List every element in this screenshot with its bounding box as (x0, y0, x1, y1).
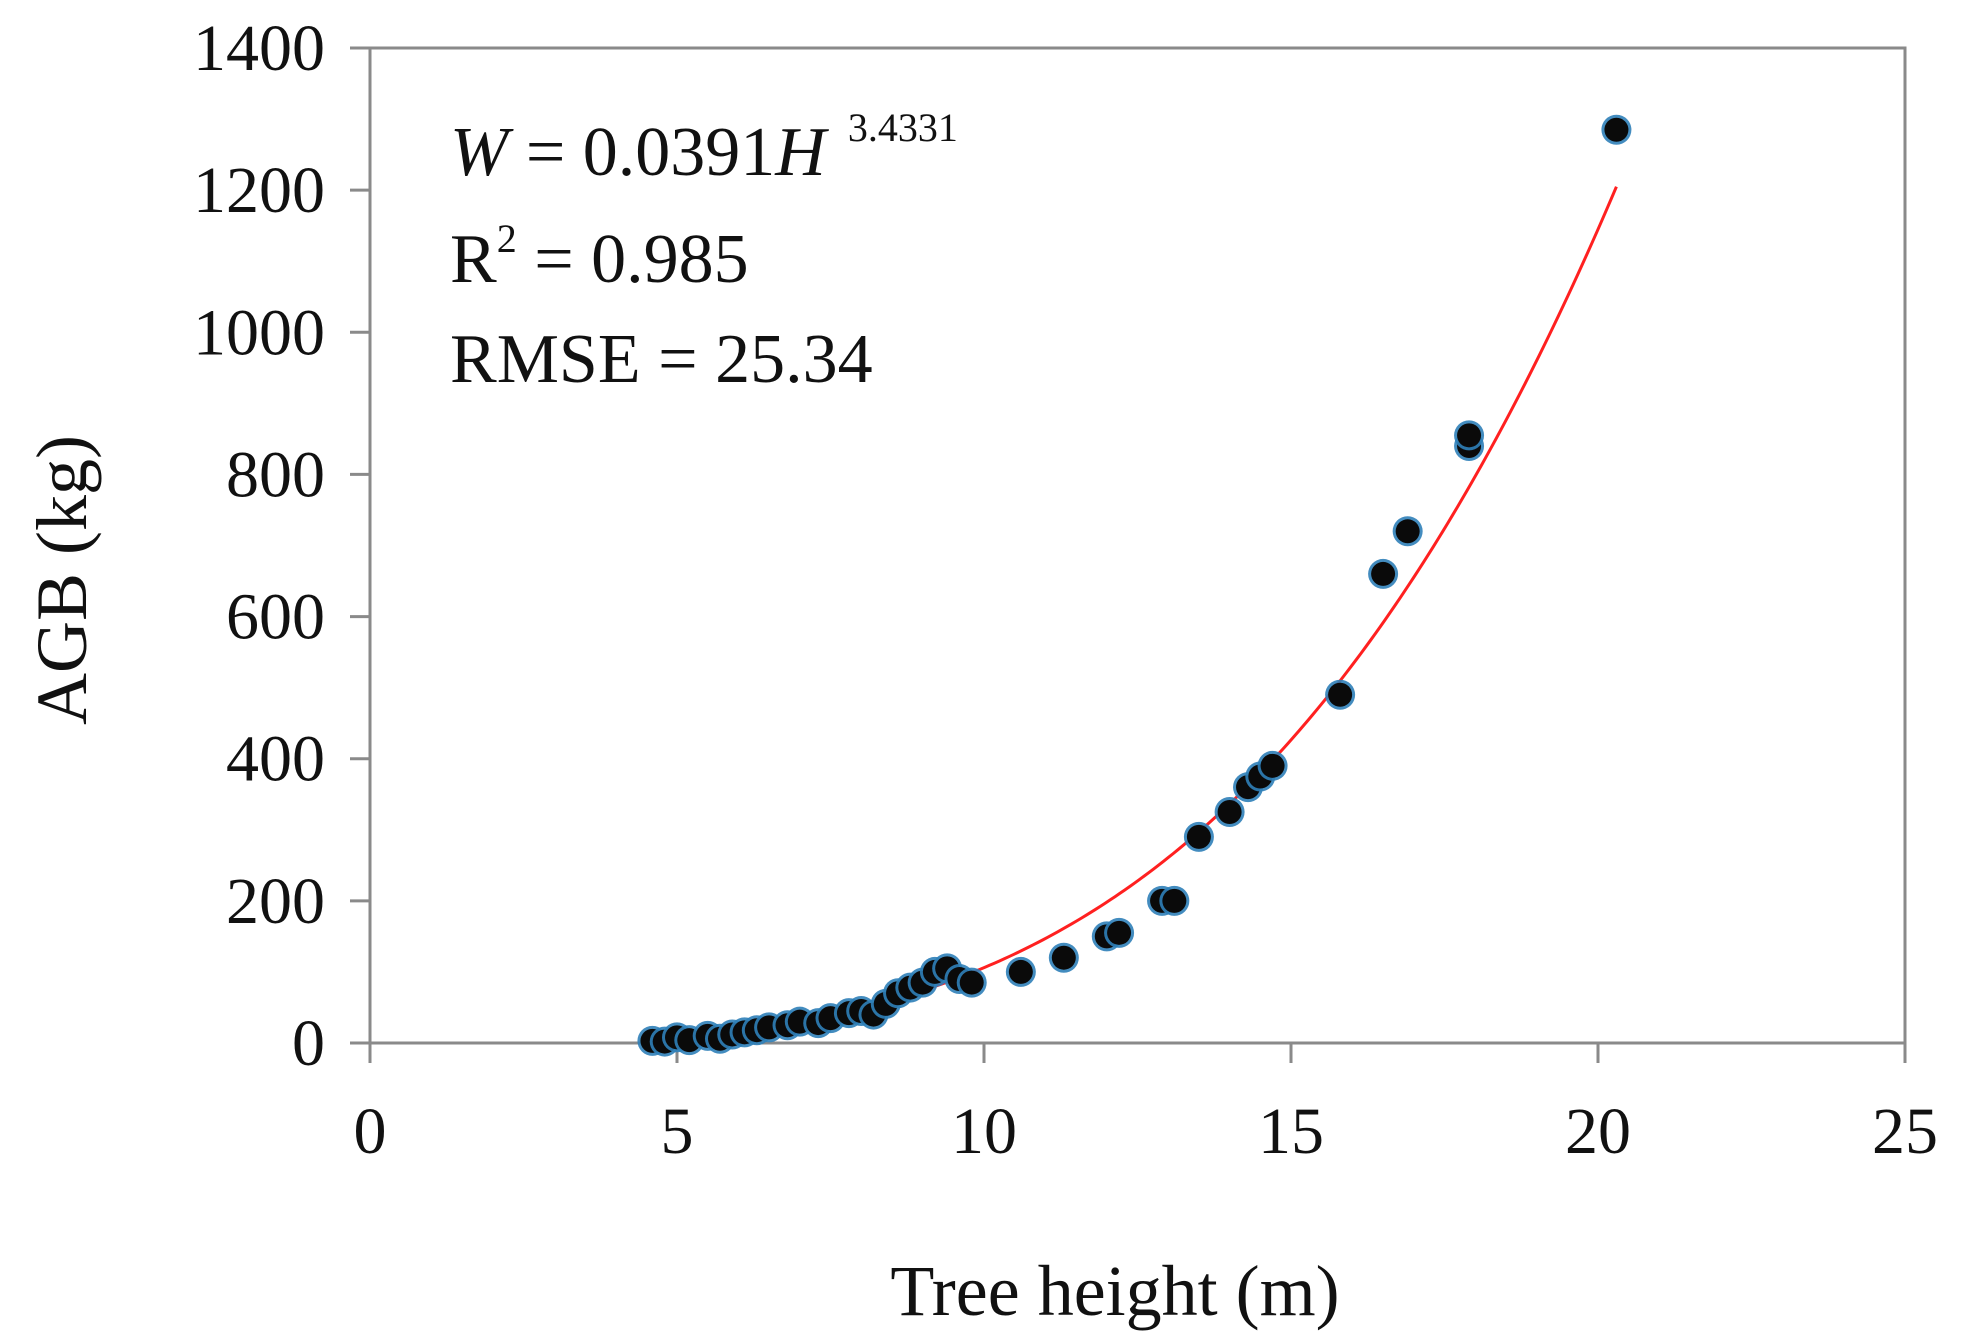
y-tick-label: 1200 (193, 154, 325, 227)
data-point (1395, 519, 1420, 544)
x-tick-label: 0 (354, 1095, 387, 1168)
x-axis-ticks: 0 5 10 15 20 25 (354, 1043, 1938, 1168)
x-tick-label: 25 (1872, 1095, 1938, 1168)
x-axis-title: Tree height (m) (890, 1251, 1339, 1331)
equation-exponent: 3.4331 (848, 105, 958, 150)
x-tick-label: 5 (661, 1095, 694, 1168)
equation-annotation: W = 0.0391H 3.4331 (450, 105, 958, 191)
fit-curve-layer (652, 186, 1618, 1040)
data-point (1604, 117, 1629, 142)
data-point (1260, 753, 1285, 778)
x-tick-label: 10 (951, 1095, 1017, 1168)
y-axis-ticks: 0 200 400 600 800 1000 1200 1400 (193, 12, 370, 1080)
equation-coefficient: = 0.0391 (508, 114, 775, 191)
y-tick-label: 800 (226, 438, 325, 511)
data-point (1371, 561, 1396, 586)
data-point (1457, 423, 1482, 448)
data-point (959, 970, 984, 995)
x-tick-label: 20 (1565, 1095, 1631, 1168)
data-point (1107, 920, 1132, 945)
y-tick-label: 200 (226, 865, 325, 938)
y-tick-label: 1000 (193, 296, 325, 369)
r-squared-value: = 0.985 (517, 221, 749, 298)
data-point (1186, 824, 1211, 849)
equation-var-h: H (774, 114, 829, 191)
plot-frame (368, 46, 1907, 1045)
equation-var-w: W (450, 114, 514, 191)
data-point (1217, 800, 1242, 825)
r-squared-annotation: R2 = 0.985 (450, 216, 749, 298)
rmse-annotation: RMSE = 25.34 (450, 321, 873, 398)
axes (368, 46, 1907, 1045)
y-tick-label: 1400 (193, 12, 325, 85)
data-point (1328, 682, 1353, 707)
data-point (1162, 888, 1187, 913)
y-tick-label: 600 (226, 581, 325, 654)
x-tick-label: 15 (1258, 1095, 1324, 1168)
data-point (1051, 945, 1076, 970)
r-squared-superscript: 2 (497, 216, 517, 261)
y-axis-title: AGB (kg) (22, 435, 102, 725)
data-point (1008, 959, 1033, 984)
data-points (637, 114, 1632, 1057)
fit-curve-line (652, 186, 1618, 1040)
y-tick-label: 0 (292, 1007, 325, 1080)
y-tick-label: 400 (226, 723, 325, 796)
r-squared-r: R (450, 221, 497, 298)
